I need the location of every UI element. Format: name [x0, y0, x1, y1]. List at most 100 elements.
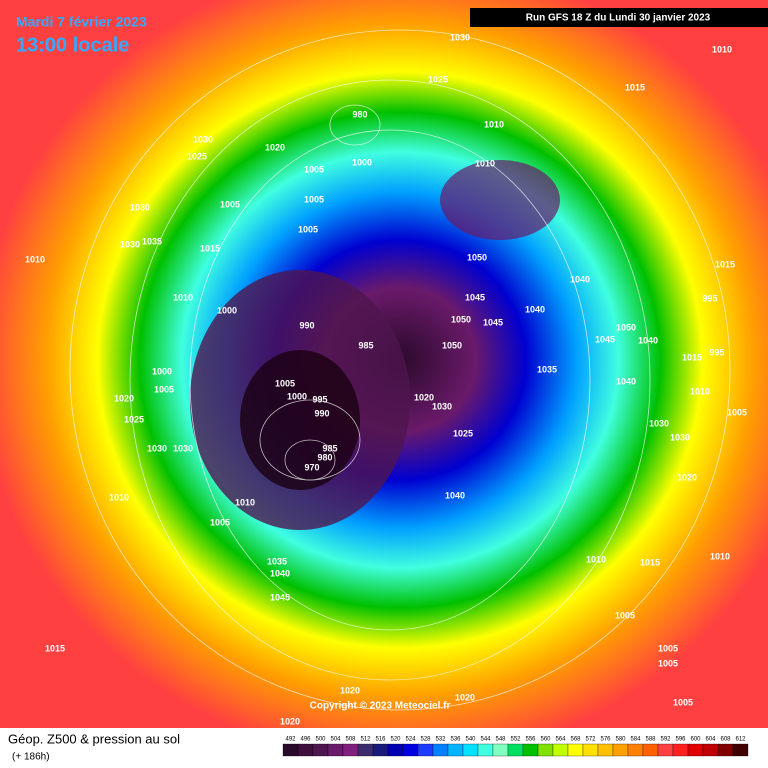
isobar-label: 1040 [525, 304, 545, 314]
isobar-label: 1000 [287, 391, 307, 401]
scale-swatch [732, 743, 749, 757]
isobar-label: 1005 [275, 378, 295, 388]
scale-label: 520 [390, 737, 401, 743]
scale-label: 504 [330, 737, 341, 743]
run-box [470, 8, 768, 27]
isobar-label: 1030 [649, 418, 669, 428]
scale-label: 612 [735, 737, 746, 743]
isobar-label: 1050 [442, 340, 462, 350]
scale-label: 528 [420, 737, 431, 743]
isobar-label: 1040 [570, 274, 590, 284]
isobar-label: 1030 [120, 239, 140, 249]
isobar-label: 995 [312, 394, 327, 404]
scale-label: 496 [300, 737, 311, 743]
scale-swatch [717, 743, 734, 757]
isobar-label: 1025 [428, 74, 448, 84]
isobar-label: 1005 [673, 697, 693, 707]
scale-swatch [372, 743, 389, 757]
isobar-label: 1050 [616, 322, 636, 332]
scale-swatch [582, 743, 599, 757]
isobar-label: 1005 [304, 194, 324, 204]
scale-label: 532 [435, 737, 446, 743]
scale-swatch [342, 743, 359, 757]
isobar-label: 1045 [483, 317, 503, 327]
isobar-label: 1035 [142, 236, 162, 246]
isobar-label: 1045 [595, 334, 615, 344]
isobar-label: 1005 [304, 164, 324, 174]
scale-swatch [537, 743, 554, 757]
isobar-label: 1020 [455, 692, 475, 702]
isobar-label: 1035 [537, 364, 557, 374]
isobar-label: 1005 [220, 199, 240, 209]
scale-label: 580 [615, 737, 626, 743]
isobar-label: 1030 [670, 432, 690, 442]
date-label: Mardi 7 février 2023 [16, 14, 147, 30]
isobar-label: 1005 [658, 643, 678, 653]
isobar-label: 1020 [677, 472, 697, 482]
isobar-label: 1005 [658, 658, 678, 668]
isobar-label: 1015 [682, 352, 702, 362]
isobar-label: 990 [314, 408, 329, 418]
scale-swatch [357, 743, 374, 757]
isobar-label: 1030 [193, 134, 213, 144]
isobar-label: 970 [304, 462, 319, 472]
isobar-label: 1025 [124, 414, 144, 424]
isobar-label: 1005 [210, 517, 230, 527]
scale-label: 608 [720, 737, 731, 743]
scale-label: 552 [510, 737, 521, 743]
isobar-label: 1015 [200, 243, 220, 253]
scale-swatch [612, 743, 629, 757]
isobar-label: 1050 [451, 314, 471, 324]
scale-swatch [522, 743, 539, 757]
scale-label: 568 [570, 737, 581, 743]
scale-swatch [702, 743, 719, 757]
isobar-label: 1030 [432, 401, 452, 411]
isobar-label: 1040 [638, 335, 658, 345]
isobar-label: 1005 [298, 224, 318, 234]
isobar-label: 1030 [450, 32, 470, 42]
scale-swatch [402, 743, 419, 757]
scale-swatch [597, 743, 614, 757]
scale-label: 572 [585, 737, 596, 743]
isobar-label: 1035 [267, 556, 287, 566]
isobar-label: 1015 [45, 643, 65, 653]
scale-swatch [627, 743, 644, 757]
isobar-label: 990 [299, 320, 314, 330]
isobar-label: 1045 [465, 292, 485, 302]
scale-swatch [492, 743, 509, 757]
scale-swatch [462, 743, 479, 757]
scale-label: 524 [405, 737, 416, 743]
scale-label: 544 [480, 737, 491, 743]
scale-swatch [417, 743, 434, 757]
run-label: Run GFS 18 Z du Lundi 30 janvier 2023 [526, 13, 711, 24]
isobar-label: 1010 [173, 292, 193, 302]
isobar-label: 1005 [727, 407, 747, 417]
isobar-label: 995 [709, 347, 724, 357]
isobar-label: 1010 [235, 497, 255, 507]
scale-swatch [642, 743, 659, 757]
scale-swatch [552, 743, 569, 757]
isobar-label: 995 [702, 293, 717, 303]
isobar-labels: 1030 1010 1015 1025 980 1010 1030 1020 1025 1000 1… [25, 32, 747, 726]
scale-swatch [282, 743, 299, 757]
scale-swatch [432, 743, 449, 757]
scale-label: 592 [660, 737, 671, 743]
isobar-label: 1040 [270, 568, 290, 578]
scale-label: 492 [285, 737, 296, 743]
scale-swatch [657, 743, 674, 757]
isobar-label: 980 [352, 109, 367, 119]
isobar-label: 1015 [715, 259, 735, 269]
isobar-label: 1040 [616, 376, 636, 386]
scale-label: 604 [705, 737, 716, 743]
scale-swatch [507, 743, 524, 757]
scale-label: 512 [360, 737, 371, 743]
scale-swatch [297, 743, 314, 757]
scale-label: 548 [495, 737, 506, 743]
scale-swatch [387, 743, 404, 757]
isobar-label: 1020 [280, 716, 300, 726]
isobar-label: 1020 [340, 685, 360, 695]
isobar-label: 1010 [109, 492, 129, 502]
scale-label: 508 [345, 737, 356, 743]
scale-label: 560 [540, 737, 551, 743]
